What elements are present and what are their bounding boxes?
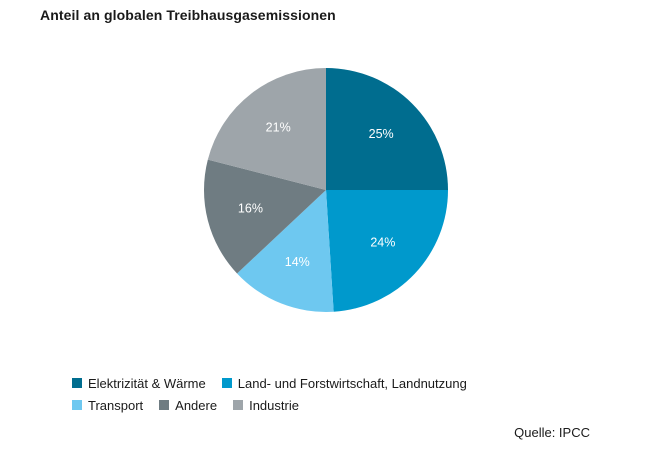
legend-item-industrie: Industrie: [233, 398, 299, 413]
pie-slice-0: [326, 68, 448, 190]
legend-label: Andere: [175, 397, 218, 413]
legend-row-1: Elektrizität & Wärme Land- und Forstwirt…: [72, 372, 483, 394]
legend-item-transport: Transport: [72, 398, 143, 413]
pie-slice-3: [204, 159, 326, 274]
slice-value-label-1: 24%: [370, 236, 395, 250]
slice-value-label-4: 21%: [266, 121, 291, 135]
legend-swatch: [221, 378, 232, 388]
legend-label: Transport: [88, 397, 144, 413]
legend-item-land-forstwirtschaft: Land- und Forstwirtschaft, Landnutzung: [221, 375, 467, 391]
legend-label: Elektrizität & Wärme: [88, 375, 206, 391]
chart-title: Anteil an globalen Treibhausgasemissione…: [40, 7, 336, 23]
legend-item-elektrizitaet-waerme: Elektrizität & Wärme: [72, 376, 206, 391]
pie-slice-2: [237, 190, 334, 312]
slice-value-label-3: 16%: [238, 202, 263, 216]
legend-swatch: [233, 400, 244, 410]
pie-slice-1: [326, 190, 448, 312]
legend-item-andere: Andere: [159, 398, 217, 413]
slice-value-label-0: 25%: [369, 127, 394, 141]
legend-label: Land- und Forstwirtschaft, Landnutzung: [237, 375, 467, 391]
legend-label: Industrie: [249, 397, 299, 413]
legend-swatch: [159, 400, 170, 410]
pie-slice-4: [207, 68, 326, 190]
legend-swatch: [72, 400, 82, 410]
source-note: Quelle: IPCC: [514, 425, 590, 440]
slice-value-label-2: 14%: [285, 255, 310, 269]
legend-row-2: Transport Andere Industrie: [72, 394, 483, 416]
legend-swatch: [72, 378, 82, 388]
legend: Elektrizität & Wärme Land- und Forstwirt…: [72, 372, 483, 416]
